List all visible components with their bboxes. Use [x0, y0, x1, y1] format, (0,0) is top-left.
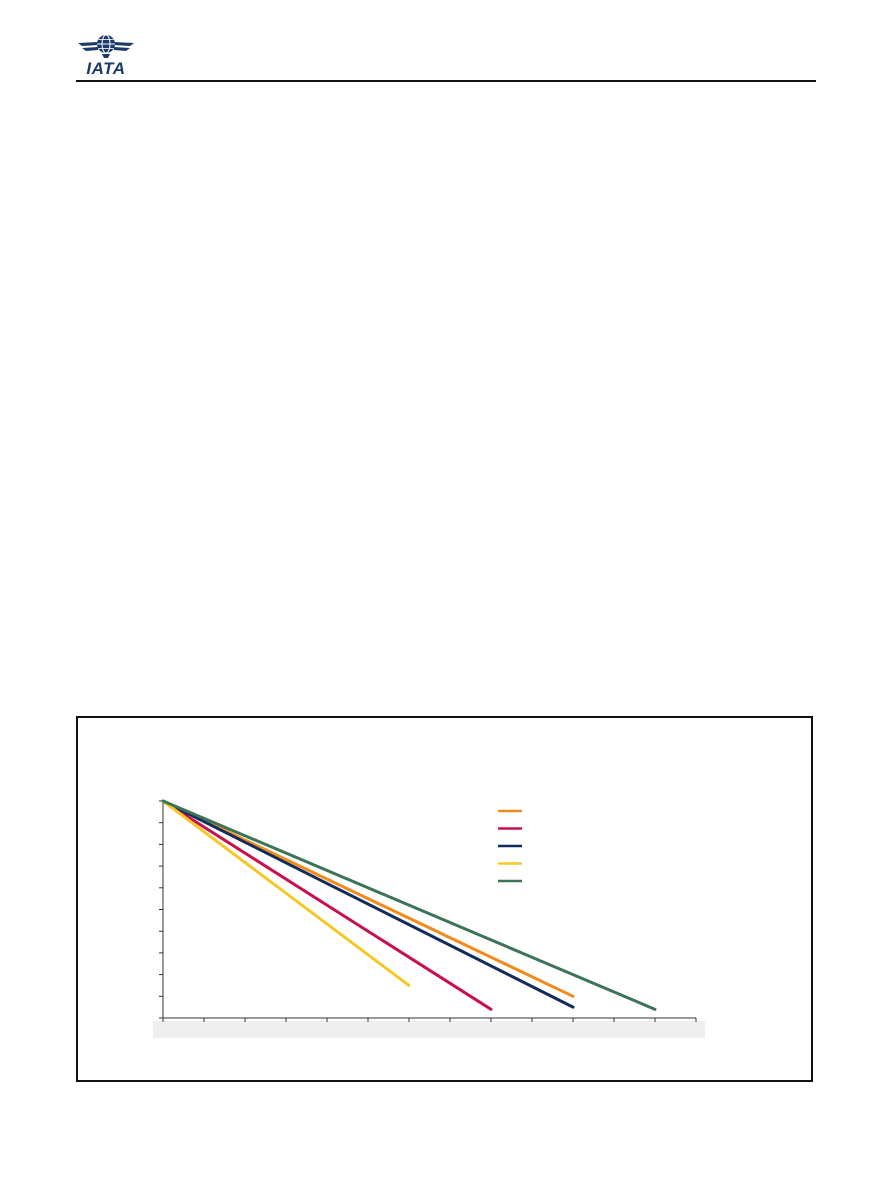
line-chart	[153, 799, 705, 1038]
series-line-5	[161, 799, 657, 1011]
logo-text: IATA	[86, 59, 126, 78]
series-line-2	[161, 799, 493, 1011]
series-line-1	[161, 799, 575, 998]
iata-logo: IATA	[76, 30, 136, 80]
series-line-3	[161, 799, 575, 1009]
page-header: IATA	[0, 0, 891, 90]
x-axis-band	[153, 1021, 705, 1038]
chart-frame	[76, 716, 813, 1082]
header-divider	[76, 80, 816, 82]
series-line-4	[161, 799, 411, 987]
globe-wings-icon	[78, 34, 134, 58]
